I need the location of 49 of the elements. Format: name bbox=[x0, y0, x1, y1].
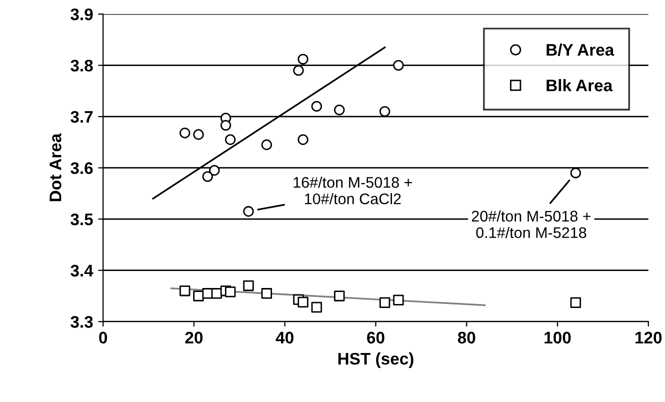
x-tick-label: 60 bbox=[367, 332, 384, 344]
x-tick-label: 120 bbox=[636, 332, 662, 344]
x-tick-label: 40 bbox=[276, 332, 294, 344]
y-tick-label: 3.3 bbox=[70, 316, 93, 328]
point bbox=[261, 139, 272, 150]
y-tick-label: 3.7 bbox=[70, 110, 93, 123]
point bbox=[202, 288, 213, 299]
point bbox=[379, 106, 390, 117]
point bbox=[393, 60, 404, 71]
point bbox=[180, 128, 190, 138]
y-tick-label: 3.8 bbox=[70, 60, 93, 72]
annotation: 16#/ton M-5018 + 10#/ton CaCl2 bbox=[294, 176, 412, 204]
y-tick-label: 3.6 bbox=[70, 162, 93, 174]
point bbox=[570, 297, 582, 308]
point bbox=[570, 168, 582, 178]
x-tick-label: 0 bbox=[99, 332, 108, 344]
y-axis-title: Dot Area bbox=[50, 133, 62, 202]
point bbox=[211, 288, 222, 299]
point bbox=[393, 294, 404, 306]
point bbox=[261, 288, 272, 299]
point bbox=[243, 206, 254, 217]
point bbox=[220, 120, 232, 131]
x-tick-label: 20 bbox=[185, 332, 203, 344]
point bbox=[193, 129, 204, 140]
x-tick-label: 100 bbox=[544, 332, 571, 344]
point bbox=[202, 171, 213, 182]
point bbox=[193, 290, 204, 302]
point bbox=[334, 104, 345, 116]
point bbox=[243, 280, 254, 292]
point bbox=[293, 65, 304, 76]
point bbox=[311, 100, 322, 112]
x-axis-title: HST (sec) bbox=[338, 352, 414, 368]
y-tick-label: 3.9 bbox=[70, 8, 93, 20]
legend-label: Blk Area bbox=[546, 79, 613, 92]
x-tick-label: 80 bbox=[458, 332, 476, 344]
point bbox=[224, 134, 236, 145]
point bbox=[209, 165, 220, 176]
point bbox=[298, 296, 308, 308]
point bbox=[311, 302, 322, 313]
point bbox=[379, 297, 390, 308]
point bbox=[298, 54, 308, 65]
legend-label: B/Y Area bbox=[546, 44, 614, 56]
y-tick-label: 3.5 bbox=[70, 213, 93, 226]
y-tick-label: 3.4 bbox=[70, 264, 94, 277]
point bbox=[180, 285, 190, 296]
point bbox=[298, 134, 308, 145]
annotation: 20#/ton M-5018 + 0.1#/ton M-5218 bbox=[472, 210, 591, 238]
point bbox=[224, 286, 236, 298]
point bbox=[334, 290, 345, 302]
